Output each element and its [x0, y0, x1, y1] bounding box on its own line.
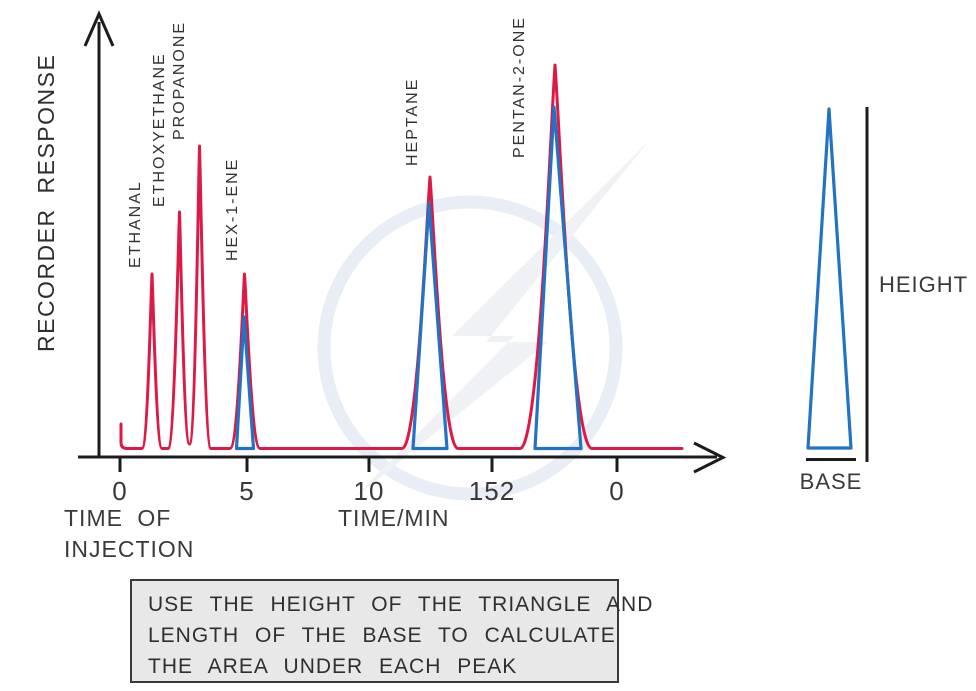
note-line-1: USE THE HEIGHT OF THE TRIANGLE AND	[148, 593, 654, 616]
x-axis-label: TIME/MIN	[338, 505, 450, 531]
y-axis-arrow-icon	[83, 10, 115, 47]
x-tick-label-10: 10	[353, 476, 385, 506]
peak-area-triangle-5	[533, 105, 583, 451]
chromatogram-trace	[119, 63, 684, 450]
x-axis-arrow-icon	[693, 441, 727, 474]
triangle-height-label: HEIGHT	[879, 272, 969, 297]
note-line-2: LENGTH OF THE BASE TO CALCULATE	[148, 624, 616, 647]
peak-label-pentan-2-one: PENTAN-2-ONE	[511, 16, 528, 158]
x-tick-label-0: 0	[112, 476, 128, 506]
peak-label-hex-1-ene: HEX-1-ENE	[224, 157, 241, 261]
peak-area-triangle-4	[411, 201, 449, 451]
instruction-note-box: USE THE HEIGHT OF THE TRIANGLE AND LENGT…	[130, 579, 654, 683]
watermark-lightning-bolt-icon	[352, 142, 648, 500]
peak-area-triangle-3	[234, 315, 256, 451]
x-tick-label-15: 152	[468, 476, 516, 506]
time-of-injection-label-line1: TIME OF	[64, 505, 172, 531]
triangle-base-label: BASE	[799, 469, 863, 494]
watermark-ring	[317, 195, 623, 501]
x-tick-label-20: 0	[609, 476, 625, 506]
peak-label-ethanal: ETHANAL	[127, 180, 144, 268]
legend-triangle	[806, 107, 853, 450]
peak-label-heptane: HEPTANE	[404, 77, 421, 166]
x-tick-label-5: 5	[239, 476, 255, 506]
peak-label-ethoxyethane: ETHOXYETHANE	[150, 52, 168, 207]
y-axis-label: RECORDER RESPONSE	[33, 53, 59, 352]
time-of-injection-label-line2: INJECTION	[64, 536, 195, 562]
note-line-3: THE AREA UNDER EACH PEAK	[148, 655, 518, 678]
peak-label-propanone: PROPANONE	[171, 20, 188, 140]
